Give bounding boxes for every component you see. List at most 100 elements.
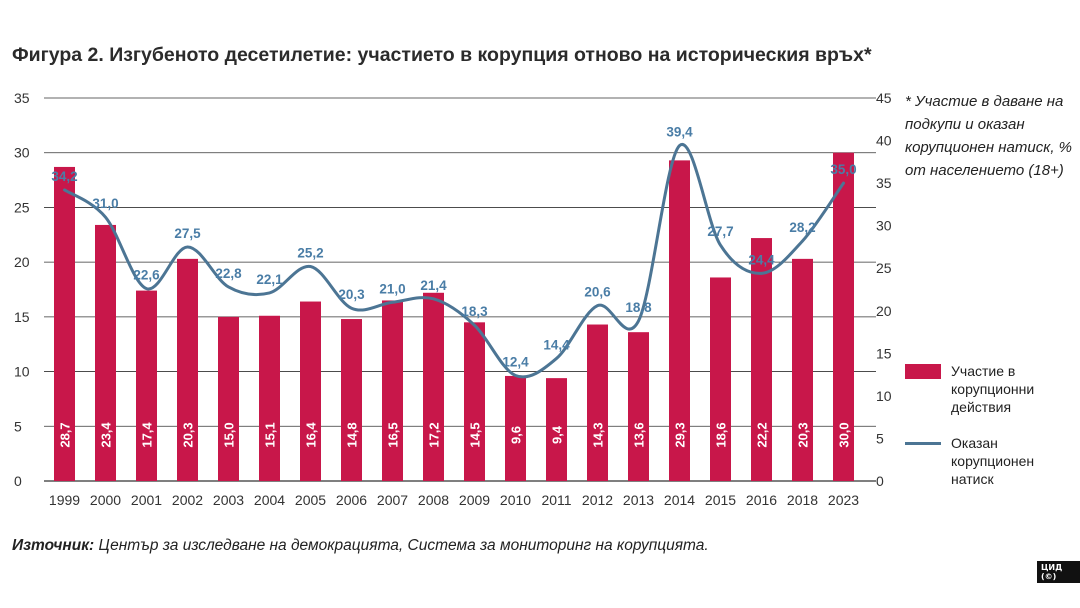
legend-item-line: Оказан корупционен натиск: [905, 434, 1075, 490]
x-tick-label: 2003: [213, 492, 244, 508]
x-tick-label: 1999: [49, 492, 80, 508]
legend-label-line: Оказан корупционен натиск: [951, 435, 1035, 487]
line-path: [63, 143, 845, 379]
line-value-label: 34,2: [51, 169, 77, 184]
bar-value-label: 28,7: [58, 422, 73, 447]
y-right-tick-label: 35: [876, 175, 892, 191]
y-left-tick-label: 20: [14, 254, 30, 270]
bar: [259, 315, 280, 481]
bar: [669, 160, 690, 482]
bar-value-label: 13,6: [632, 422, 647, 447]
axis-labels: 0 5 10 15 20 25 30 35 0 5 10 15 20 25 30 35 40 45 1999 2000…: [14, 90, 892, 508]
y-right-tick-label: 25: [876, 260, 892, 276]
line-value-label: 28,2: [789, 220, 815, 235]
bar: [710, 277, 731, 481]
bar-value-label: 23,4: [99, 422, 114, 448]
x-tick-label: 2005: [295, 492, 326, 508]
line-value-label: 20,6: [584, 285, 611, 300]
line-value-label: 35,0: [830, 162, 856, 177]
line-value-label: 20,3: [338, 287, 365, 302]
chart-footnote: * Участие в даване на подкупи и оказан к…: [905, 93, 1072, 179]
bar-value-label: 20,3: [796, 422, 811, 447]
legend-swatch-line: [905, 442, 941, 445]
bar-value-label: 17,4: [140, 422, 155, 448]
bar-value-label: 15,1: [263, 422, 278, 447]
bar: [218, 316, 239, 481]
y-right-tick-label: 5: [876, 430, 884, 446]
y-right-tick-label: 15: [876, 345, 892, 361]
bar-value-label: 9,4: [550, 425, 565, 444]
bar: [136, 290, 157, 481]
source-prefix: Източник:: [12, 537, 95, 554]
source-note: Източник: Център за изследване на демокр…: [12, 537, 709, 555]
y-left-tick-label: 5: [14, 418, 22, 434]
x-tick-label: 2007: [377, 492, 408, 508]
bar: [546, 378, 567, 481]
line-value-label: 14,4: [543, 337, 570, 352]
line-value-label: 22,8: [215, 266, 242, 281]
x-tick-label: 2004: [254, 492, 285, 508]
x-tick-label: 2012: [582, 492, 613, 508]
bar-series: [54, 152, 854, 482]
y-right-tick-label: 0: [876, 473, 884, 489]
x-tick-label: 2008: [418, 492, 449, 508]
y-left-tick-label: 30: [14, 145, 30, 161]
bar: [341, 319, 362, 481]
x-tick-label: 2018: [787, 492, 818, 508]
y-left-tick-label: 10: [14, 364, 30, 380]
line-value-label: 25,2: [297, 246, 323, 261]
bar: [54, 166, 75, 481]
bar: [464, 322, 485, 481]
x-tick-label: 2002: [172, 492, 203, 508]
x-tick-label: 2001: [131, 492, 162, 508]
y-left-tick-label: 15: [14, 309, 30, 325]
gridlines: [44, 97, 876, 482]
source-text: Център за изследване на демокрацията, Си…: [94, 537, 709, 554]
bar-value-label: 30,0: [837, 422, 852, 447]
x-tick-label: 2013: [623, 492, 654, 508]
bar-value-label: 15,0: [222, 422, 237, 447]
y-right-tick-label: 45: [876, 90, 892, 106]
line-value-label: 18,3: [461, 304, 488, 319]
line-value-label: 27,5: [174, 226, 201, 241]
bar: [751, 238, 772, 481]
y-left-tick-label: 0: [14, 473, 22, 489]
bar: [628, 332, 649, 481]
chart-title: Фигура 2. Изгубеното десетилетие: участи…: [12, 44, 872, 66]
y-left-tick-label: 35: [14, 90, 30, 106]
bar: [423, 292, 444, 481]
line-value-label: 39,4: [666, 125, 693, 140]
bar-value-label: 20,3: [181, 422, 196, 447]
x-tick-label: 2009: [459, 492, 490, 508]
x-tick-label: 2023: [828, 492, 859, 508]
line-series: [63, 143, 845, 379]
line-value-label: 18,8: [625, 300, 652, 315]
legend-item-bars: Участие в корупционни действия: [905, 362, 1075, 418]
x-tick-label: 2011: [541, 492, 571, 508]
y-right-tick-label: 30: [876, 218, 892, 234]
y-right-tick-label: 40: [876, 133, 892, 149]
line-value-label: 27,7: [707, 224, 733, 239]
bar-value-label: 14,8: [345, 422, 360, 447]
x-tick-label: 2014: [664, 492, 695, 508]
x-tick-label: 2010: [500, 492, 531, 508]
bar-value-label: 17,2: [427, 422, 442, 447]
bar: [833, 152, 854, 481]
legend-swatch-bars: [905, 364, 941, 379]
bar-value-label: 16,5: [386, 422, 401, 447]
line-value-label: 24,4: [748, 252, 775, 267]
y-left-tick-label: 25: [14, 199, 30, 215]
bar-value-label: 9,6: [509, 426, 524, 444]
line-value-label: 22,6: [133, 268, 160, 283]
bar: [792, 258, 813, 481]
legend-label-bars: Участие в корупционни действия: [951, 363, 1035, 415]
x-tick-label: 2000: [90, 492, 121, 508]
bar: [95, 224, 116, 482]
bar-value-label: 14,3: [591, 422, 606, 447]
bar: [587, 324, 608, 481]
x-tick-label: 2015: [705, 492, 736, 508]
line-value-label: 31,0: [92, 196, 118, 211]
bar-value-label: 22,2: [755, 422, 770, 447]
data-labels: 28,7 23,4 17,4 20,3 15,0 15,1 16,4 14,8 16,5 17,2…: [51, 125, 856, 448]
